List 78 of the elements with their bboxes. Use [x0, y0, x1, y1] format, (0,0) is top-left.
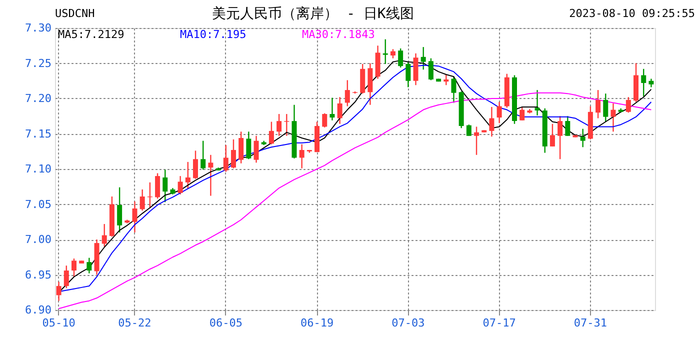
candlestick: [200, 140, 206, 170]
y-tick-label: 7.25: [25, 56, 52, 70]
candlestick: [155, 172, 160, 200]
candlestick: [185, 161, 190, 190]
candlestick: [390, 48, 396, 59]
candlestick: [268, 121, 274, 145]
candlestick: [626, 96, 631, 114]
candlestick: [596, 89, 601, 119]
y-tick-label: 7.30: [25, 22, 52, 34]
candlestick: [451, 76, 456, 104]
candlestick: [534, 89, 540, 116]
candlestick: [398, 48, 404, 68]
text: MA10:7.195: [180, 28, 246, 41]
candlestick: [550, 123, 555, 148]
candlestick: [140, 188, 145, 212]
candlestick: [330, 97, 335, 121]
candlestick: [86, 257, 92, 274]
candlestick: [610, 102, 616, 132]
y-tick-label: 7.20: [25, 92, 52, 105]
candlestick: [223, 144, 228, 172]
candlestick: [489, 106, 494, 138]
candlestick: [322, 112, 328, 128]
candlestick: [162, 169, 168, 203]
candlestick: [117, 186, 122, 234]
y-tick-label: 7.15: [25, 127, 52, 140]
candlestick: [420, 46, 426, 70]
candlestick: [375, 45, 380, 80]
candlestick: [178, 175, 183, 195]
candlestick: [238, 131, 244, 164]
candlestick: [496, 101, 502, 124]
candlestick: [246, 131, 252, 160]
text: MA30:7.1843: [302, 28, 375, 41]
candlestick: [230, 138, 236, 169]
candlestick: [368, 62, 373, 106]
x-tick-label: 05-10: [42, 316, 76, 330]
candlestick: [254, 135, 259, 164]
line-series: [58, 92, 652, 310]
candlestick: [344, 80, 350, 107]
candlestick: [360, 63, 366, 94]
y-tick-label: 6.95: [25, 268, 52, 282]
candlestick: [406, 61, 411, 88]
candlestick: [208, 154, 214, 196]
candlestick: [193, 150, 198, 180]
candlestick: [284, 113, 290, 136]
candlestick: [474, 126, 480, 156]
candlestick: [520, 106, 525, 121]
y-tick-label: 7.05: [25, 198, 52, 211]
candlestick: [466, 124, 472, 136]
candlestick: [428, 58, 434, 81]
candlestick: [71, 258, 76, 278]
candlestick: [444, 74, 449, 86]
candlestick: [299, 144, 304, 169]
y-tick-label: 7.00: [25, 233, 52, 246]
text: 2023-08-10 09:25:55: [569, 7, 695, 20]
text: USDCNH: [55, 7, 95, 20]
candlestick: [413, 52, 418, 86]
y-tick-label: 7.10: [25, 162, 52, 176]
x-tick-label: 07-03: [392, 316, 425, 330]
candlestick: [56, 281, 62, 302]
text: MA5:7.2129: [58, 28, 124, 41]
x-tick-label: 06-05: [209, 316, 242, 330]
candlestick: [337, 96, 342, 124]
candlestick: [102, 223, 107, 248]
candlestick: [641, 68, 646, 97]
candlestick: [276, 113, 282, 136]
candlestick: [603, 92, 608, 122]
candlestick: [132, 200, 138, 234]
candlestick: [382, 38, 388, 65]
x-tick-label: 07-17: [482, 316, 516, 330]
x-tick-label: 07-31: [574, 316, 608, 330]
candlestick: [580, 128, 586, 148]
y-tick-label: 6.90: [25, 304, 52, 316]
candlestick: [565, 116, 570, 136]
x-tick-label: 05-22: [118, 316, 152, 330]
chart-title: 美元人民币（离岸） - 日K线图: [212, 6, 414, 22]
candlestick: [64, 264, 69, 289]
x-tick-label: 06-19: [300, 316, 334, 330]
candlestick: [558, 116, 563, 160]
